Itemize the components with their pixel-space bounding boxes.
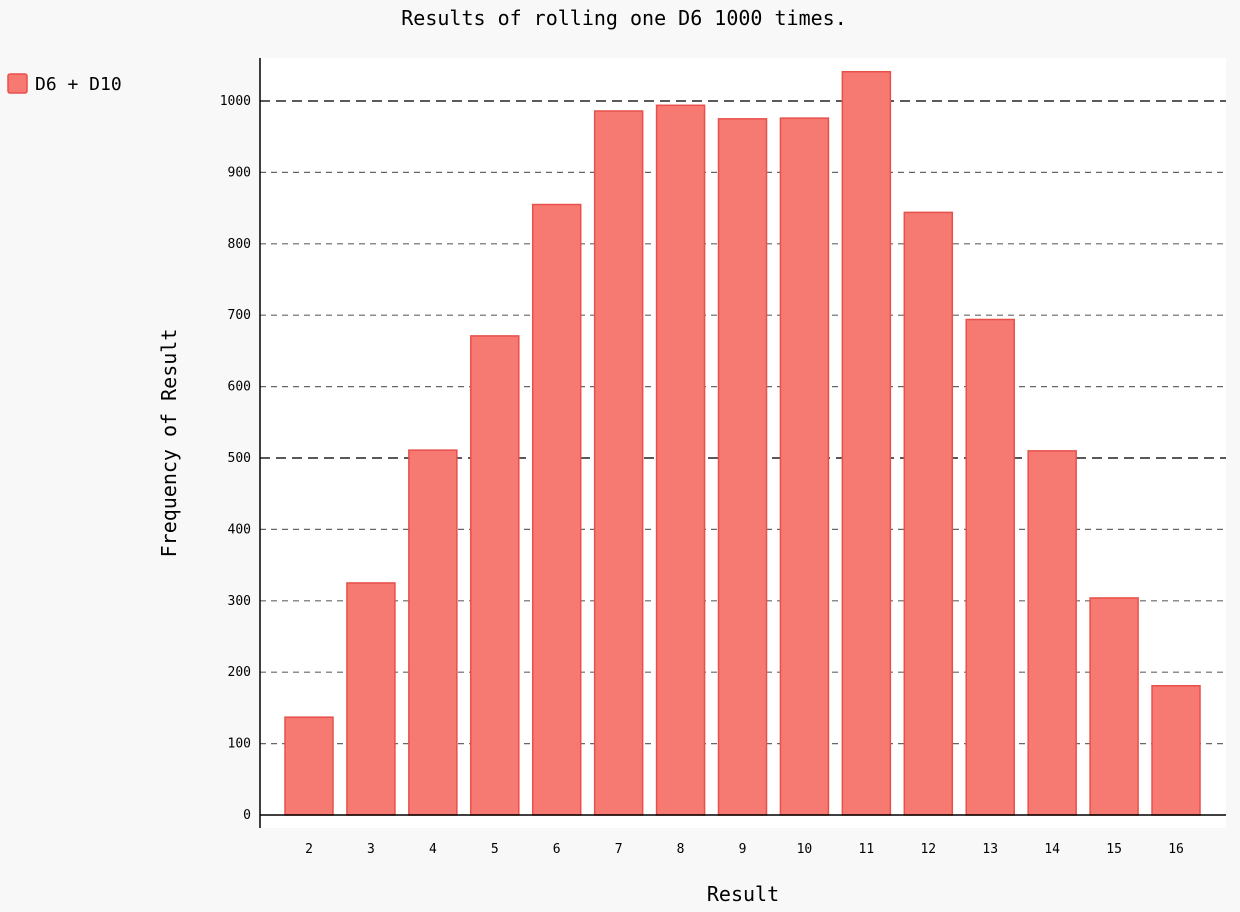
bar-14[interactable] — [1027, 450, 1077, 816]
x-tick-label-11: 11 — [859, 842, 875, 857]
x-tick-label-14: 14 — [1044, 842, 1060, 857]
bar-3[interactable] — [346, 582, 396, 816]
y-tick-label-100: 100 — [228, 737, 251, 752]
y-tick-label-200: 200 — [228, 665, 251, 680]
x-tick-label-2: 2 — [305, 842, 313, 857]
bar-4[interactable] — [408, 449, 458, 816]
bar-10[interactable] — [779, 117, 830, 816]
y-tick-labels: 0 100 200 300 400 500 600 700 800 900 1000 — [220, 94, 251, 823]
y-axis-title: Frequency of Result — [157, 329, 181, 558]
bar-13[interactable] — [965, 318, 1015, 816]
bars — [284, 70, 1201, 816]
legend-swatch — [7, 73, 28, 94]
x-tick-label-3: 3 — [367, 842, 375, 857]
y-tick-label-300: 300 — [228, 594, 251, 609]
bar-12[interactable] — [903, 211, 954, 816]
y-tick-label-800: 800 — [228, 237, 251, 252]
x-tick-label-16: 16 — [1168, 842, 1184, 857]
x-tick-label-13: 13 — [982, 842, 998, 857]
axes — [259, 58, 1226, 828]
legend-label: D6 + D10 — [35, 74, 122, 95]
x-tick-label-10: 10 — [797, 842, 813, 857]
y-tick-label-900: 900 — [228, 165, 251, 180]
x-tick-label-4: 4 — [429, 842, 437, 857]
legend[interactable]: D6 + D10 — [7, 73, 122, 95]
chart-title: Results of rolling one D6 1000 times. — [401, 6, 847, 30]
bar-5[interactable] — [470, 335, 520, 816]
bar-11[interactable] — [841, 70, 892, 816]
y-tick-label-0: 0 — [243, 808, 251, 823]
y-tick-label-500: 500 — [228, 451, 251, 466]
x-tick-label-5: 5 — [491, 842, 499, 857]
y-tick-label-400: 400 — [228, 522, 251, 537]
x-tick-label-12: 12 — [920, 842, 936, 857]
bar-15[interactable] — [1089, 597, 1139, 816]
bar-9[interactable] — [717, 118, 768, 816]
y-tick-label-1000: 1000 — [220, 94, 251, 109]
bar-7[interactable] — [593, 110, 644, 816]
bar-6[interactable] — [531, 203, 582, 816]
x-tick-label-9: 9 — [739, 842, 747, 857]
x-axis-title: Result — [707, 882, 779, 906]
x-tick-label-7: 7 — [615, 842, 623, 857]
x-tick-labels: 2 3 4 5 6 7 8 9 10 11 12 13 14 15 16 — [305, 842, 1184, 857]
x-tick-label-8: 8 — [677, 842, 685, 857]
bar-2[interactable] — [284, 716, 334, 816]
bar-8[interactable] — [655, 104, 706, 816]
bar-16[interactable] — [1151, 685, 1201, 816]
x-tick-label-6: 6 — [553, 842, 561, 857]
x-tick-label-15: 15 — [1106, 842, 1122, 857]
y-tick-label-600: 600 — [228, 380, 251, 395]
y-tick-label-700: 700 — [228, 308, 251, 323]
